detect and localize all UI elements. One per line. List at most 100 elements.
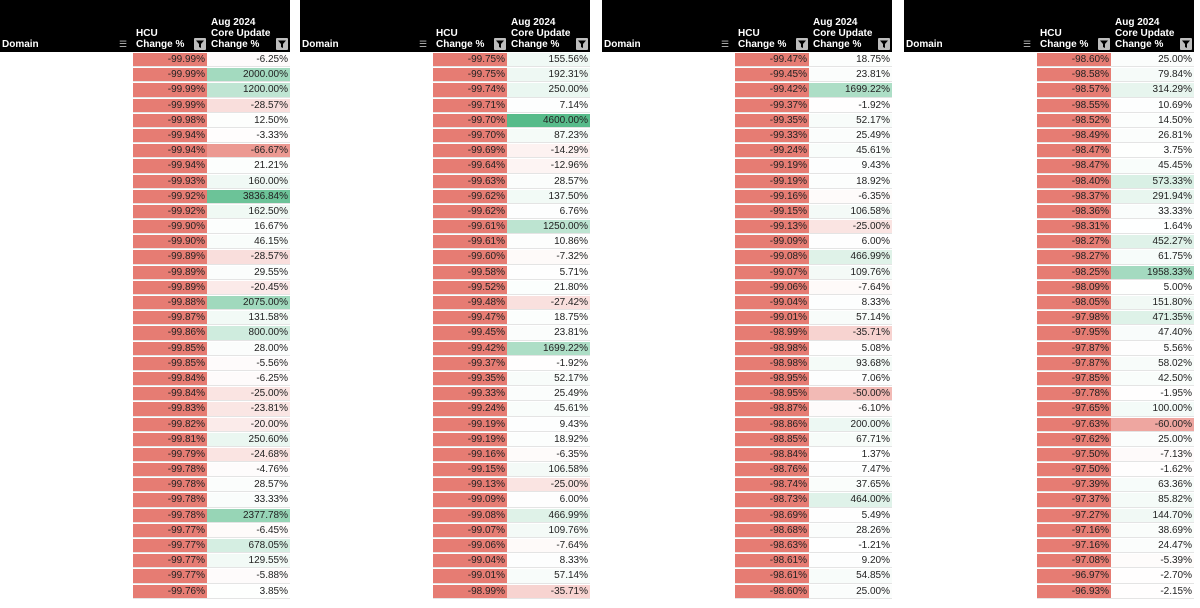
table-row[interactable]: -99.45% 23.81% — [602, 68, 892, 83]
hcu-change-cell[interactable]: -98.99% — [735, 326, 809, 341]
core-update-change-cell[interactable]: 6.76% — [507, 204, 590, 220]
table-row[interactable]: -99.37% -1.92% — [300, 356, 590, 372]
table-row[interactable]: -99.81% 250.60% — [0, 432, 290, 448]
core-update-change-cell[interactable]: 151.80% — [1111, 296, 1194, 311]
core-update-change-cell[interactable]: 18.75% — [809, 53, 892, 68]
filter-icon[interactable] — [276, 38, 288, 50]
hcu-change-cell[interactable]: -99.13% — [433, 478, 507, 493]
table-row[interactable]: -98.09% 5.00% — [904, 280, 1194, 296]
table-row[interactable]: -99.98% 12.50% — [0, 113, 290, 129]
table-row[interactable]: -99.93% 160.00% — [0, 174, 290, 190]
table-row[interactable]: -99.76% 3.85% — [0, 584, 290, 600]
hcu-change-cell[interactable]: -99.33% — [735, 128, 809, 144]
hcu-change-cell[interactable]: -99.81% — [133, 432, 207, 447]
core-update-change-cell[interactable]: 162.50% — [207, 204, 290, 220]
core-update-change-cell[interactable]: 23.81% — [507, 326, 590, 341]
core-update-change-cell[interactable]: 1.64% — [1111, 220, 1194, 235]
hcu-change-cell[interactable]: -99.06% — [735, 280, 809, 295]
core-update-change-cell[interactable]: -2.15% — [1111, 584, 1194, 599]
core-update-change-cell[interactable]: -7.64% — [809, 280, 892, 295]
hcu-column-header[interactable]: HCU Change % — [436, 28, 484, 50]
core-update-change-cell[interactable]: 2075.00% — [207, 296, 290, 311]
hcu-change-cell[interactable]: -99.07% — [735, 265, 809, 280]
hcu-change-cell[interactable]: -97.08% — [1037, 554, 1111, 569]
domain-column-header[interactable]: Domain — [604, 39, 641, 50]
hcu-change-cell[interactable]: -99.19% — [735, 159, 809, 174]
table-row[interactable]: -99.52% 21.80% — [300, 280, 590, 296]
core-update-change-cell[interactable]: 1958.33% — [1111, 265, 1194, 280]
hcu-change-cell[interactable]: -98.37% — [1037, 189, 1111, 204]
hcu-change-cell[interactable]: -98.49% — [1037, 128, 1111, 144]
table-row[interactable]: -99.19% 18.92% — [602, 174, 892, 190]
hcu-change-cell[interactable]: -97.87% — [1037, 341, 1111, 356]
table-row[interactable]: -97.27% 144.70% — [904, 508, 1194, 524]
core-update-change-cell[interactable]: 109.76% — [507, 523, 590, 538]
table-row[interactable]: -98.76% 7.47% — [602, 463, 892, 478]
hcu-change-cell[interactable]: -98.86% — [735, 417, 809, 432]
table-row[interactable]: -97.85% 42.50% — [904, 371, 1194, 387]
table-row[interactable]: -99.45% 23.81% — [300, 326, 590, 341]
table-row[interactable]: -99.04% 8.33% — [300, 554, 590, 569]
hcu-change-cell[interactable]: -98.84% — [735, 447, 809, 463]
filter-icon[interactable] — [1098, 38, 1110, 50]
hcu-change-cell[interactable]: -99.62% — [433, 189, 507, 204]
hcu-change-cell[interactable]: -97.37% — [1037, 493, 1111, 508]
hcu-change-cell[interactable]: -98.61% — [735, 569, 809, 584]
hcu-change-cell[interactable]: -99.01% — [735, 311, 809, 326]
table-row[interactable]: -97.98% 471.35% — [904, 311, 1194, 326]
hcu-change-cell[interactable]: -99.75% — [433, 53, 507, 68]
core-update-change-cell[interactable]: 200.00% — [809, 417, 892, 432]
core-update-change-cell[interactable]: 25.00% — [1111, 432, 1194, 447]
core-update-change-cell[interactable]: 6.00% — [507, 493, 590, 508]
core-update-change-cell[interactable]: 45.45% — [1111, 159, 1194, 174]
table-row[interactable]: -99.84% -6.25% — [0, 371, 290, 387]
table-row[interactable]: -99.09% 6.00% — [602, 235, 892, 250]
table-row[interactable]: -98.98% 5.08% — [602, 341, 892, 357]
hcu-change-cell[interactable]: -98.60% — [735, 584, 809, 599]
hcu-change-cell[interactable]: -99.94% — [133, 144, 207, 159]
hcu-change-cell[interactable]: -99.33% — [433, 387, 507, 402]
table-row[interactable]: -97.63% -60.00% — [904, 417, 1194, 433]
table-row[interactable]: -99.77% -5.88% — [0, 569, 290, 584]
hcu-change-cell[interactable]: -99.88% — [133, 296, 207, 311]
hcu-change-cell[interactable]: -99.13% — [735, 220, 809, 235]
hcu-change-cell[interactable]: -98.55% — [1037, 98, 1111, 113]
core-update-change-cell[interactable]: 26.81% — [1111, 128, 1194, 144]
core-update-change-cell[interactable]: 5.49% — [809, 508, 892, 523]
hcu-change-cell[interactable]: -98.98% — [735, 356, 809, 371]
core-update-change-cell[interactable]: 2377.78% — [207, 508, 290, 523]
core-update-change-cell[interactable]: 7.14% — [507, 98, 590, 113]
core-update-change-cell[interactable]: 1699.22% — [809, 83, 892, 98]
table-row[interactable]: -99.08% 466.99% — [602, 250, 892, 265]
core-update-change-cell[interactable]: 7.06% — [809, 371, 892, 387]
hcu-change-cell[interactable]: -99.47% — [735, 53, 809, 68]
hcu-change-cell[interactable]: -99.99% — [133, 98, 207, 113]
hcu-change-cell[interactable]: -99.77% — [133, 539, 207, 554]
hcu-change-cell[interactable]: -97.39% — [1037, 478, 1111, 493]
hcu-change-cell[interactable]: -96.97% — [1037, 569, 1111, 584]
hcu-change-cell[interactable]: -99.78% — [133, 463, 207, 478]
table-row[interactable]: -99.33% 25.49% — [602, 128, 892, 144]
table-row[interactable]: -99.61% 10.86% — [300, 235, 590, 250]
core-update-change-cell[interactable]: 61.75% — [1111, 250, 1194, 265]
core-update-change-cell[interactable]: 131.58% — [207, 311, 290, 326]
hcu-change-cell[interactable]: -99.42% — [735, 83, 809, 98]
table-row[interactable]: -99.19% 9.43% — [602, 159, 892, 174]
table-row[interactable]: -99.92% 162.50% — [0, 204, 290, 220]
table-row[interactable]: -99.33% 25.49% — [300, 387, 590, 402]
sort-icon[interactable]: ☰ — [419, 39, 428, 49]
table-row[interactable]: -99.90% 16.67% — [0, 220, 290, 235]
table-row[interactable]: -98.47% 3.75% — [904, 144, 1194, 159]
core-update-change-cell[interactable]: 28.00% — [207, 341, 290, 356]
hcu-change-cell[interactable]: -98.27% — [1037, 250, 1111, 265]
hcu-change-cell[interactable]: -99.24% — [735, 144, 809, 159]
table-row[interactable]: -99.48% -27.42% — [300, 296, 590, 311]
hcu-change-cell[interactable]: -99.74% — [433, 83, 507, 98]
hcu-change-cell[interactable]: -98.47% — [1037, 144, 1111, 159]
core-update-change-cell[interactable]: -14.29% — [507, 144, 590, 159]
core-update-change-cell[interactable]: 1.37% — [809, 447, 892, 463]
table-row[interactable]: -99.08% 466.99% — [300, 508, 590, 524]
filter-icon[interactable] — [878, 38, 890, 50]
table-row[interactable]: -99.37% -1.92% — [602, 98, 892, 114]
hcu-change-cell[interactable]: -99.08% — [735, 250, 809, 265]
